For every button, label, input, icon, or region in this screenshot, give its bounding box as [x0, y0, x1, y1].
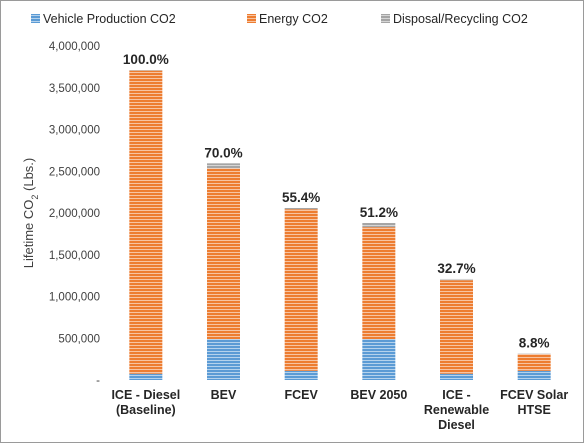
- y-tick-label: 500,000: [58, 333, 100, 345]
- data-label: 55.4%: [282, 190, 320, 205]
- data-label: 8.8%: [519, 336, 550, 351]
- x-tick-label: BEV: [211, 388, 237, 402]
- bar-segment: [207, 163, 240, 168]
- legend-swatch: [247, 14, 256, 23]
- bar-segment: [129, 374, 162, 380]
- data-label: 70.0%: [204, 145, 242, 160]
- bar-segment: [207, 339, 240, 380]
- bar-segment: [285, 209, 318, 371]
- y-axis: - 500,000 1,000,000 1,500,000 2,000,000 2,500…: [21, 41, 100, 387]
- legend-swatch: [31, 14, 40, 23]
- legend: Vehicle Production CO2 Energy CO2 Disposal…: [31, 12, 528, 26]
- bar-segment: [129, 71, 162, 374]
- y-tick-label: 1,000,000: [49, 292, 100, 304]
- bar-segment: [440, 279, 473, 280]
- bar-segment: [518, 354, 551, 371]
- bar-segment: [362, 223, 395, 227]
- x-tick-label: FCEV: [284, 388, 318, 402]
- legend-label: Energy CO2: [259, 12, 328, 26]
- bar-segment: [285, 371, 318, 380]
- data-labels: 100.0% 70.0% 55.4% 51.2% 32.7% 8.8%: [123, 52, 550, 350]
- data-label: 51.2%: [360, 205, 398, 220]
- bar-segment: [207, 168, 240, 339]
- y-tick-label: 3,000,000: [49, 125, 100, 137]
- y-tick-label: 4,000,000: [49, 41, 100, 53]
- bar-segment: [362, 339, 395, 380]
- legend-label: Vehicle Production CO2: [43, 12, 176, 26]
- y-axis-title: Lifetime CO2 (Lbs.): [21, 158, 40, 269]
- y-tick-label: -: [96, 375, 100, 387]
- bar-segment: [440, 280, 473, 374]
- y-tick-label: 2,500,000: [49, 166, 100, 178]
- data-label: 32.7%: [437, 261, 475, 276]
- bars: [129, 70, 550, 380]
- legend-label: Disposal/Recycling CO2: [393, 12, 528, 26]
- y-tick-label: 2,000,000: [49, 208, 100, 220]
- legend-swatch: [381, 14, 390, 23]
- x-tick-label: ICE - Diesel(Baseline): [111, 388, 180, 417]
- bar-segment: [285, 208, 318, 209]
- x-tick-label: BEV 2050: [350, 388, 407, 402]
- x-axis: ICE - Diesel(Baseline) BEV FCEV BEV 2050 ICE…: [111, 388, 568, 432]
- bar-segment: [362, 227, 395, 339]
- y-tick-label: 1,500,000: [49, 250, 100, 262]
- bar-segment: [440, 374, 473, 380]
- bar-segment: [518, 371, 551, 380]
- data-label: 100.0%: [123, 52, 169, 67]
- y-tick-label: 3,500,000: [49, 83, 100, 95]
